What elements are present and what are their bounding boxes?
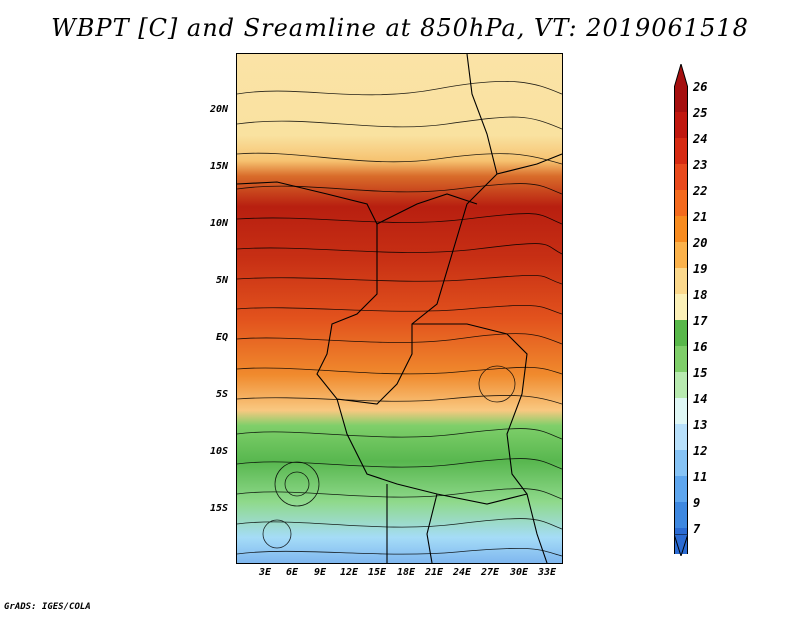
map-panel[interactable] (236, 53, 563, 564)
colorbar-segment (674, 242, 688, 268)
colorbar-segment (674, 476, 688, 502)
x-axis-label-24e: 24E (452, 567, 472, 578)
colorbar-segment (674, 450, 688, 476)
colorbar-segment (674, 164, 688, 190)
colorbar-segment (674, 346, 688, 372)
y-axis-label-eq: EQ (215, 332, 228, 343)
x-axis-label-3e: 3E (258, 567, 272, 578)
colorbar-segment (674, 216, 688, 242)
x-axis-label-15e: 15E (367, 567, 387, 578)
colorbar-segment (674, 320, 688, 346)
colorbar-label: 18 (693, 288, 708, 302)
streamlines-overlay (237, 54, 562, 563)
y-axis-label-15s: 15S (209, 503, 228, 514)
colorbar (674, 86, 688, 554)
colorbar-label: 24 (693, 132, 708, 146)
colorbar-segment (674, 138, 688, 164)
colorbar-top-arrow (674, 64, 688, 88)
colorbar-segment (674, 268, 688, 294)
footer-credit: GrADS: IGES/COLA (4, 602, 91, 612)
y-axis-label-5n: 5N (215, 275, 228, 286)
x-axis-label-9e: 9E (313, 567, 327, 578)
colorbar-label: 12 (693, 444, 708, 458)
colorbar-label: 20 (693, 236, 708, 250)
colorbar-segment (674, 86, 688, 112)
colorbar-label: 9 (693, 496, 701, 510)
y-axis-label-10s: 10S (209, 446, 228, 457)
x-axis-label-21e: 21E (424, 567, 444, 578)
x-axis-label-12e: 12E (339, 567, 359, 578)
y-axis-label-5s: 5S (215, 389, 228, 400)
colorbar-label: 11 (693, 470, 708, 484)
x-axis-label-18e: 18E (396, 567, 416, 578)
x-axis-label-27e: 27E (480, 567, 500, 578)
colorbar-segment (674, 190, 688, 216)
colorbar-label: 7 (693, 522, 701, 536)
colorbar-label: 25 (693, 106, 708, 120)
map-title: WBPT [C] and Sreamline at 850hPa, VT: 20… (51, 14, 749, 42)
colorbar-segment (674, 502, 688, 528)
y-axis-label-10n: 10N (209, 218, 228, 229)
y-axis-label-15n: 15N (209, 161, 228, 172)
colorbar-segment (674, 398, 688, 424)
colorbar-segment (674, 424, 688, 450)
colorbar-label: 19 (693, 262, 708, 276)
x-axis-label-6e: 6E (285, 567, 299, 578)
x-axis-label-30e: 30E (509, 567, 529, 578)
colorbar-label: 26 (693, 80, 708, 94)
colorbar-segment (674, 372, 688, 398)
colorbar-label: 23 (693, 158, 708, 172)
colorbar-segment (674, 112, 688, 138)
colorbar-label: 17 (693, 314, 708, 328)
colorbar-segment (674, 294, 688, 320)
colorbar-bottom-arrow (674, 534, 688, 556)
y-axis-label-20n: 20N (209, 104, 228, 115)
colorbar-label: 14 (693, 392, 708, 406)
colorbar-label: 15 (693, 366, 708, 380)
colorbar-label: 22 (693, 184, 708, 198)
colorbar-label: 13 (693, 418, 708, 432)
colorbar-label: 16 (693, 340, 708, 354)
x-axis-label-33e: 33E (537, 567, 557, 578)
colorbar-label: 21 (693, 210, 708, 224)
